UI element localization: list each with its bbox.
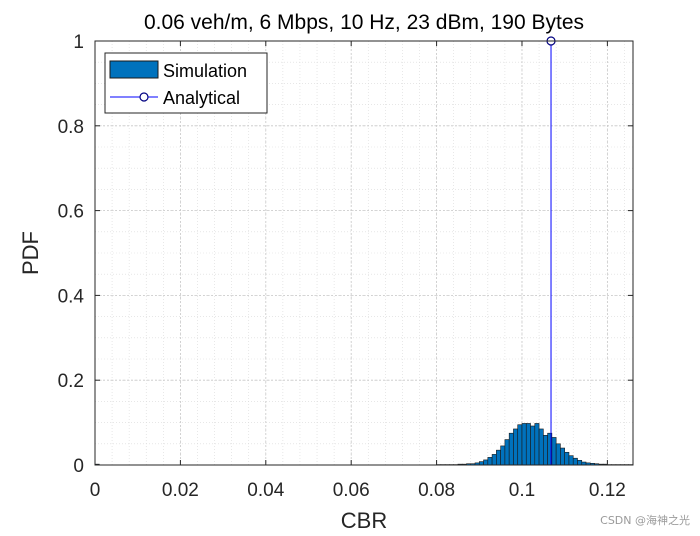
histogram-bar	[525, 423, 531, 466]
analytical-stems	[546, 36, 556, 465]
histogram-bar	[564, 451, 570, 466]
legend: Simulation Analytical	[104, 52, 268, 114]
x-tick-label: 0.1	[509, 480, 535, 501]
x-tick-label: 0.08	[418, 480, 455, 501]
histogram-bar	[483, 459, 489, 466]
y-tick-label: 1	[73, 32, 84, 53]
histogram-bar	[538, 428, 544, 466]
histogram-bar	[577, 460, 583, 466]
legend-simulation-swatch	[109, 60, 159, 79]
histogram-bar	[551, 437, 557, 466]
x-tick-label: 0	[90, 480, 101, 501]
x-tick-label: 0.02	[162, 480, 199, 501]
watermark: CSDN @海神之光	[600, 514, 690, 527]
histogram-bar	[534, 423, 540, 466]
histogram-bar	[504, 439, 510, 466]
x-tick-label: 0.04	[247, 480, 284, 501]
histogram-bar	[500, 445, 506, 466]
x-tick-label: 0.06	[333, 480, 370, 501]
histogram-bar	[496, 449, 501, 466]
legend-simulation-label: Simulation	[163, 61, 247, 81]
y-tick-label: 0.4	[58, 286, 85, 307]
y-axis-label: PDF	[18, 231, 43, 275]
x-tick-labels: 0 0.02 0.04 0.06 0.08 0.1 0.12	[90, 480, 626, 501]
histogram-bar	[478, 461, 484, 466]
chart-title: 0.06 veh/m, 6 Mbps, 10 Hz, 23 dBm, 190 B…	[144, 11, 584, 34]
y-tick-labels: 0 0.2 0.4 0.6 0.8 1	[58, 32, 85, 477]
histogram-bar	[487, 457, 493, 466]
y-tick-label: 0.2	[58, 371, 84, 392]
x-axis-label: CBR	[341, 508, 387, 533]
histogram-bar	[513, 428, 519, 466]
y-tick-label: 0	[73, 456, 84, 477]
legend-analytical-label: Analytical	[163, 88, 240, 108]
histogram-bar	[543, 435, 548, 466]
histogram-bar	[572, 457, 578, 466]
histogram-bar	[530, 425, 536, 466]
axis-ticks	[94, 40, 633, 466]
x-tick-label: 0.12	[589, 480, 626, 501]
histogram-bar	[555, 443, 561, 466]
histogram-bar	[508, 432, 514, 466]
y-tick-label: 0.6	[58, 202, 84, 223]
histogram-bar	[560, 447, 565, 466]
legend-analytical-marker	[139, 92, 149, 102]
histogram-bar	[568, 455, 574, 466]
histogram-bar	[517, 424, 523, 466]
histogram-bar	[491, 454, 497, 466]
histogram-bar	[521, 423, 527, 466]
y-tick-label: 0.8	[58, 117, 84, 138]
plot-frame	[94, 40, 634, 466]
histogram-bars	[94, 423, 634, 466]
